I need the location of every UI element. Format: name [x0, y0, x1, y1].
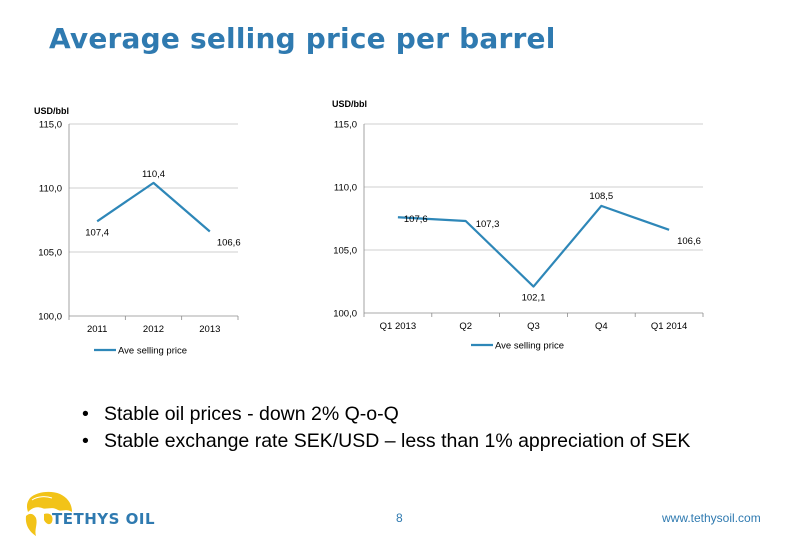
x-tick-label: 2012: [143, 324, 164, 335]
page-title: Average selling price per barrel: [49, 22, 556, 55]
bullet-text: Stable oil prices - down 2% Q-o-Q: [104, 403, 399, 425]
company-logo-text: TETHYS OIL: [52, 510, 156, 528]
bullet-text: Stable exchange rate SEK/USD – less than…: [104, 430, 691, 452]
y-tick-label: 100,0: [333, 309, 357, 320]
bullet-item: • Stable exchange rate SEK/USD – less tha…: [82, 428, 690, 455]
x-tick-label: 2013: [199, 324, 220, 335]
data-label: 102,1: [522, 293, 546, 304]
data-label: 106,6: [217, 238, 241, 249]
tethys-globe-logo-icon: [25, 491, 73, 536]
data-label: 107,6: [404, 214, 428, 225]
y-tick-label: 110,0: [334, 183, 357, 194]
y-tick-label: 115,0: [334, 120, 357, 131]
x-tick-label: Q3: [527, 321, 540, 332]
series-line-ave-selling-price: [96, 181, 211, 233]
x-tick-label: Q1 2014: [651, 321, 687, 332]
website-link[interactable]: www.tethysoil.com: [662, 511, 761, 525]
series-line-ave-selling-price: [397, 204, 670, 288]
legend-entry: Ave selling price: [118, 346, 187, 357]
x-tick-label: Q4: [595, 321, 608, 332]
y-tick-label: 115,0: [39, 120, 62, 131]
data-label: 106,6: [677, 236, 701, 247]
legend-entry: Ave selling price: [495, 341, 564, 352]
data-label: 107,3: [476, 219, 500, 230]
unit-label: USD/bbl: [34, 106, 69, 116]
y-tick-label: 110,0: [39, 184, 62, 195]
y-tick-label: 105,0: [333, 246, 357, 257]
bullet-item: • Stable oil prices - down 2% Q-o-Q: [82, 401, 690, 428]
x-tick-label: 2011: [87, 324, 107, 335]
unit-label: USD/bbl: [332, 99, 367, 109]
bullet-marker: •: [82, 430, 89, 452]
y-tick-label: 100,0: [38, 312, 62, 323]
bullet-marker: •: [82, 403, 89, 425]
x-tick-label: Q1 2013: [380, 321, 416, 332]
data-label: 110,4: [142, 169, 165, 180]
bullet-list: • Stable oil prices - down 2% Q-o-Q • Stab…: [82, 401, 690, 455]
data-label: 107,4: [85, 227, 109, 238]
data-label: 108,5: [589, 191, 613, 202]
x-tick-label: Q2: [459, 321, 472, 332]
y-tick-label: 105,0: [38, 248, 62, 259]
page-number: 8: [396, 511, 403, 525]
